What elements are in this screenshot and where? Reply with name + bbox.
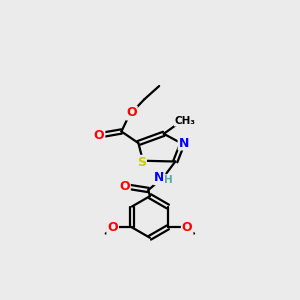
Text: O: O	[182, 221, 193, 234]
Text: H: H	[164, 175, 173, 185]
Text: CH₃: CH₃	[175, 116, 196, 126]
Text: S: S	[137, 156, 146, 169]
Text: N: N	[154, 171, 164, 184]
Text: O: O	[119, 180, 130, 193]
Text: O: O	[107, 221, 118, 234]
Text: O: O	[126, 106, 137, 119]
Text: O: O	[94, 129, 104, 142]
Text: N: N	[178, 136, 189, 149]
